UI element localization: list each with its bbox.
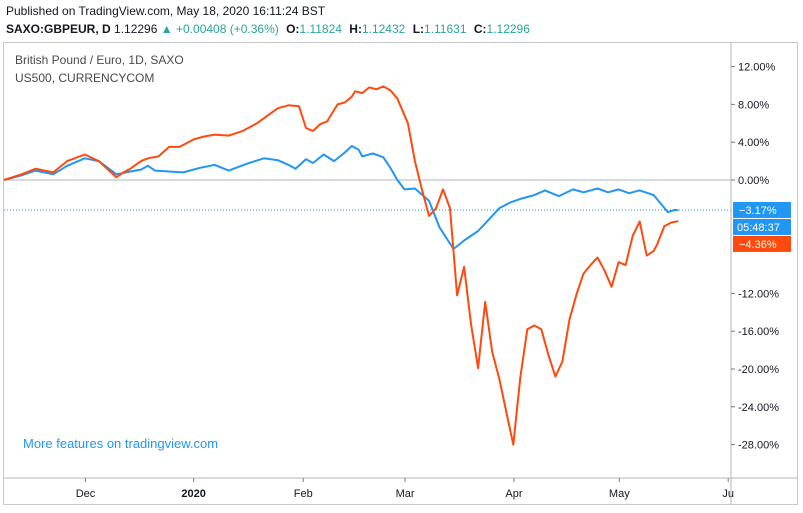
- series-layer: [3, 85, 679, 446]
- y-tick-label: -28.00%: [738, 440, 779, 452]
- ohlc-bar: SAXO:GBPEUR, D 1.12296 ▲ +0.00408 (+0.36…: [6, 22, 530, 36]
- x-tick-label: May: [609, 488, 630, 500]
- last-price: 1.12296: [114, 22, 158, 36]
- y-tick-label: -16.00%: [738, 326, 779, 338]
- x-tick-label: Feb: [294, 488, 313, 500]
- x-tick-label: Dec: [76, 488, 96, 500]
- change-value: +0.00408 (+0.36%): [176, 22, 279, 36]
- y-tick-label: 12.00%: [738, 62, 776, 74]
- badge-layer: −3.17% 05:48:37 −4.36%: [733, 201, 791, 252]
- change-up-icon: ▲: [160, 22, 173, 36]
- close-key: C:: [473, 22, 487, 36]
- us500-last-value-text: −4.36%: [739, 239, 777, 251]
- high-value: 1.12432: [361, 22, 406, 36]
- y-tick-label: 8.00%: [738, 99, 769, 111]
- countdown-badge: [733, 218, 791, 235]
- gbpeur-last-value-text: −3.17%: [739, 205, 777, 217]
- legend-main-series[interactable]: British Pound / Euro, 1D, SAXO: [15, 53, 184, 67]
- axis-layer: 12.00% 8.00% 4.00% 0.00% -12.00% -16.00% -20.0…: [4, 43, 797, 504]
- countdown-text: 05:48:37: [737, 222, 780, 234]
- close-value: 1.12296: [486, 22, 530, 36]
- x-tick-label: Apr: [505, 488, 522, 500]
- published-caption: Published on TradingView.com, May 18, 20…: [6, 4, 326, 18]
- us500-series-line: [3, 85, 679, 446]
- high-key: H:: [349, 22, 362, 36]
- x-tick-label: Ju: [722, 488, 734, 500]
- symbol-label: SAXO:GBPEUR, D: [6, 22, 111, 36]
- low-key: L:: [412, 22, 425, 36]
- legend-compare-series[interactable]: US500, CURRENCYCOM: [15, 71, 155, 85]
- y-tick-label: 0.00%: [738, 175, 769, 187]
- open-value: 1.11824: [299, 22, 342, 36]
- gbpeur-last-value-badge: [733, 201, 791, 218]
- promo-link[interactable]: More features on tradingview.com: [23, 436, 219, 451]
- y-tick-label: -24.00%: [738, 402, 779, 414]
- us500-last-value-badge: [733, 235, 791, 252]
- x-tick-label: 2020: [181, 488, 205, 500]
- y-tick-label: 4.00%: [738, 137, 769, 149]
- gbpeur-series-line: [3, 145, 679, 250]
- y-tick-label: -12.00%: [738, 288, 779, 300]
- low-value: 1.11631: [424, 22, 467, 36]
- y-tick-label: -20.00%: [738, 364, 779, 376]
- x-tick-label: Mar: [396, 488, 415, 500]
- open-key: O:: [286, 22, 300, 36]
- chart-frame: [3, 42, 798, 505]
- grid-layer: [4, 179, 731, 211]
